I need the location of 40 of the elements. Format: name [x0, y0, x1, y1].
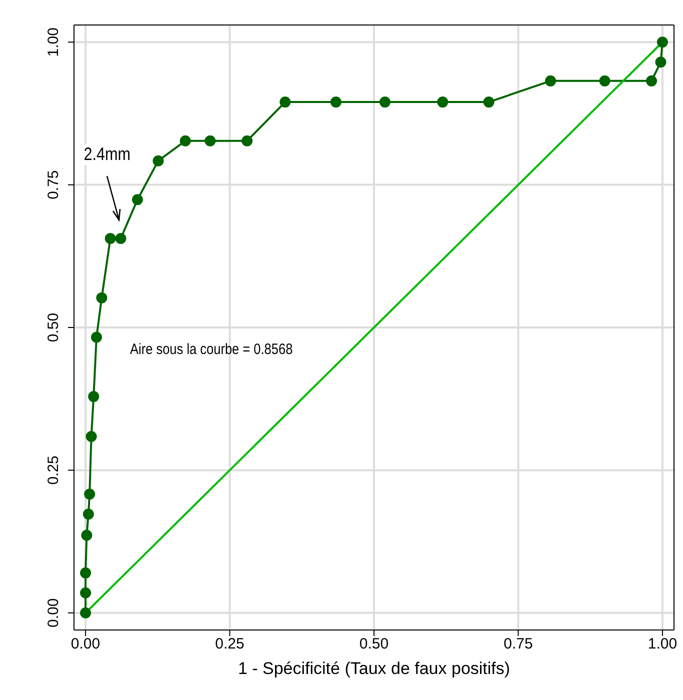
point — [545, 75, 556, 86]
point — [91, 332, 102, 343]
point — [82, 508, 94, 520]
x-axis-title: 1 - Spécificité (Taux de faux positifs) — [238, 659, 510, 678]
point — [80, 607, 92, 618]
x-tick-label: 0.25 — [215, 636, 244, 653]
y-tick-label: 1.00 — [45, 28, 62, 57]
point — [379, 96, 390, 108]
point — [599, 75, 610, 86]
point — [646, 75, 657, 86]
point — [330, 96, 342, 108]
point — [242, 135, 253, 146]
x-tick-label: 1.00 — [648, 636, 678, 653]
point — [86, 431, 97, 442]
point — [437, 96, 448, 108]
annotation: Aire sous la courbe = 0.8568 — [130, 341, 293, 358]
point — [115, 232, 126, 244]
x-tick-label: 0.75 — [504, 636, 533, 653]
point — [204, 135, 216, 146]
point — [152, 155, 164, 166]
point — [180, 135, 191, 146]
point — [81, 530, 92, 541]
point — [80, 567, 92, 578]
point — [483, 96, 494, 108]
x-tick-label: 0.50 — [359, 636, 389, 653]
y-tick-label: 0.50 — [45, 312, 62, 342]
point — [84, 488, 96, 500]
point — [132, 194, 143, 206]
annotation: 2.4mm — [82, 144, 132, 165]
point — [104, 232, 116, 244]
point — [80, 587, 92, 598]
y-tick-label: 0.00 — [45, 598, 62, 628]
point — [655, 56, 666, 68]
point — [96, 292, 108, 304]
point — [280, 96, 291, 108]
y-tick-label: 0.75 — [45, 170, 62, 200]
point — [656, 36, 668, 48]
x-tick-label: 0.00 — [70, 636, 100, 653]
point — [88, 391, 100, 402]
y-tick-label: 0.25 — [45, 456, 62, 485]
